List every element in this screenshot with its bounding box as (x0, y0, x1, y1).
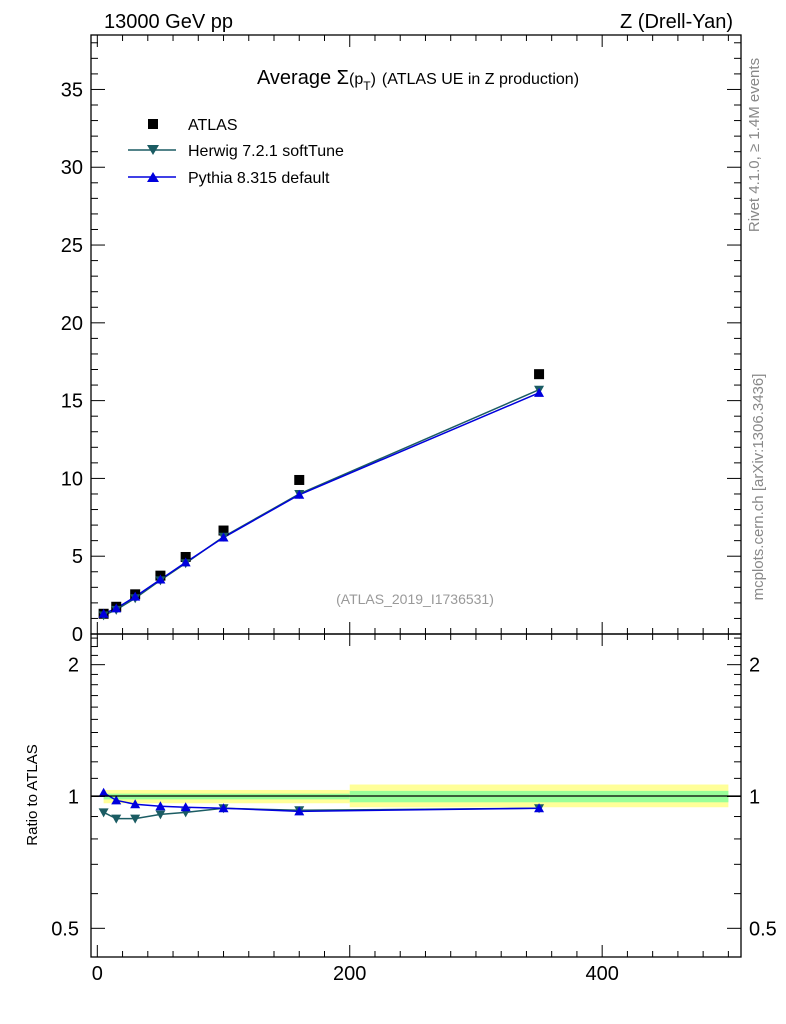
ratio-point-pythia-7 (534, 803, 545, 813)
main-point-pythia-4 (180, 557, 191, 567)
mcplots-label: mcplots.cern.ch [arXiv:1306.3436] (750, 374, 767, 601)
x-tick-label-0: 0 (92, 963, 103, 985)
y-main-tick-label-4: 20 (61, 313, 83, 335)
main-line-pythia (103, 392, 540, 615)
main-point-atlas-6 (294, 474, 305, 485)
main-point-atlas-4 (180, 551, 191, 562)
y-ratio-tick-label-left-2: 2 (68, 655, 79, 677)
ratio-y-axis-label: Ratio to ATLAS (24, 744, 41, 845)
ratio-point-herwig-2 (130, 814, 141, 824)
analysis-label: (ATLAS_2019_I1736531) (336, 591, 494, 607)
legend-marker-herwig (147, 145, 159, 155)
y-main-tick-label-0: 0 (72, 624, 83, 646)
y-ratio-tick-label-left-1: 1 (68, 786, 79, 808)
title-p: (p (349, 71, 363, 88)
ratio-line-pythia (103, 792, 540, 813)
y-main-tick-label-5: 25 (61, 235, 83, 257)
main-point-pythia-0 (98, 608, 109, 618)
legend-marker-atlas (148, 119, 158, 129)
ratio-point-pythia-5 (218, 803, 229, 813)
main-point-pythia-5 (218, 532, 229, 542)
main-line-herwig (103, 389, 540, 617)
ratio-point-pythia-1 (111, 795, 122, 805)
ratio-point-pythia-0 (98, 787, 109, 797)
y-ratio-tick-label-right-1: 1 (749, 786, 760, 808)
plot-title: Average Σ(pT) (ATLAS UE in Z production) (257, 67, 579, 93)
ratio-point-pythia-3 (155, 801, 166, 811)
main-point-pythia-2 (130, 591, 141, 601)
axis-ticks-layer: 0 200 400 0 5 10 15 20 25 30 35 0.5 0.5 1 1 2 2 (51, 35, 777, 985)
legend-label-atlas: ATLAS (188, 117, 238, 134)
title-suffix: (ATLAS UE in Z production) (382, 71, 579, 88)
legend-label-herwig: Herwig 7.2.1 softTune (188, 143, 344, 160)
y-ratio-tick-label-right-0: 0.5 (749, 918, 777, 940)
rivet-version-label: Rivet 4.1.0, ≥ 1.4M events (746, 58, 763, 232)
main-point-atlas-5 (218, 525, 229, 536)
y-main-tick-label-1: 5 (72, 546, 83, 568)
y-main-tick-label-2: 10 (61, 468, 83, 490)
header-left-label: 13000 GeV pp (104, 11, 233, 33)
header-right-label: Z (Drell-Yan) (620, 11, 733, 33)
legend: ATLAS Herwig 7.2.1 softTune Pythia 8.315… (128, 117, 344, 187)
y-main-tick-label-3: 15 (61, 391, 83, 413)
series-points-layer (98, 369, 545, 824)
y-main-tick-label-6: 30 (61, 157, 83, 179)
ratio-point-pythia-6 (294, 806, 305, 816)
main-point-atlas-7 (534, 369, 545, 380)
ratio-point-herwig-1 (111, 814, 122, 824)
y-main-tick-label-7: 35 (61, 79, 83, 101)
main-point-pythia-1 (111, 603, 122, 613)
ratio-line-herwig (103, 807, 540, 820)
ratio-point-herwig-0 (98, 808, 109, 818)
ratio-point-pythia-4 (180, 802, 191, 812)
y-ratio-tick-label-left-0: 0.5 (51, 918, 79, 940)
legend-label-pythia: Pythia 8.315 default (188, 170, 330, 187)
title-subscript: T (363, 79, 371, 93)
ratio-point-pythia-2 (130, 799, 141, 809)
main-point-pythia-6 (294, 489, 305, 499)
legend-marker-pythia (147, 172, 159, 182)
title-prefix: Average (257, 67, 337, 89)
ratio-point-herwig-3 (155, 810, 166, 820)
y-ratio-tick-label-right-2: 2 (749, 655, 760, 677)
main-point-pythia-7 (534, 387, 545, 397)
main-point-pythia-3 (155, 574, 166, 584)
x-tick-label-1: 200 (333, 963, 366, 985)
title-sigma: Σ (337, 67, 349, 89)
title-close: ) (371, 71, 376, 88)
x-tick-label-2: 400 (585, 963, 618, 985)
